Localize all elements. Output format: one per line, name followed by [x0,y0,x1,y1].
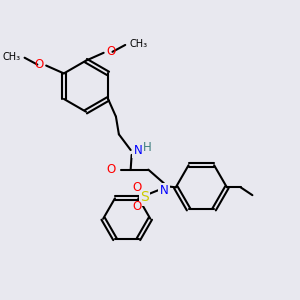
Text: S: S [140,190,149,204]
Text: O: O [107,163,116,176]
Text: N: N [134,143,142,157]
Text: O: O [132,181,141,194]
Text: H: H [142,141,151,154]
Text: CH₃: CH₃ [129,39,147,49]
Text: N: N [160,184,168,197]
Text: O: O [34,58,43,71]
Text: O: O [132,200,141,213]
Text: O: O [106,45,116,58]
Text: CH₃: CH₃ [2,52,21,62]
